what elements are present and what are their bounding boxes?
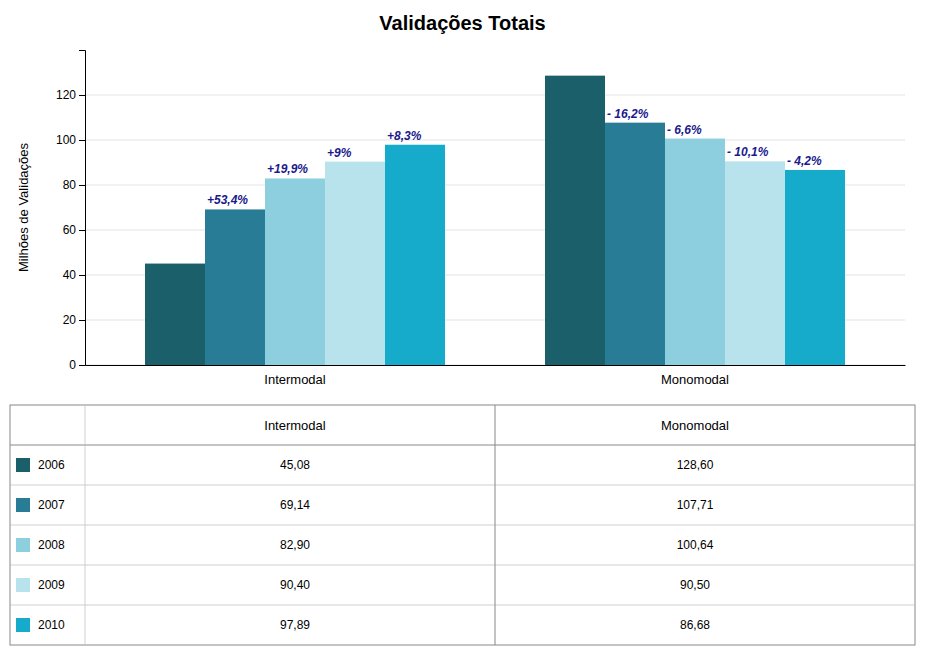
title: Validações Totais: [379, 12, 545, 34]
y-axis: 0 20 40 60 80 100 120: [56, 51, 86, 373]
bar-series: [145, 76, 605, 365]
table-rule: [10, 445, 915, 446]
table-rule: [10, 565, 915, 566]
x-axis: Intermodal Monomodal: [86, 366, 906, 388]
legend-label: 2007: [38, 498, 65, 512]
table-rule: [10, 525, 915, 526]
table-rule: [10, 605, 915, 606]
grid: [85, 95, 905, 365]
tick-label: 60: [63, 223, 77, 237]
legend-label: 2008: [38, 538, 65, 552]
data-label: 90,50: [680, 578, 710, 592]
axis-line: [86, 365, 906, 366]
table-rule: [495, 405, 496, 645]
tick: 20: [63, 313, 85, 327]
tick-mark: [79, 365, 85, 366]
data-label: 100,64: [677, 538, 714, 552]
data-label: 86,68: [680, 618, 710, 632]
table-rule: [85, 405, 86, 645]
table-rule: [10, 485, 915, 486]
axis-line: [79, 51, 86, 366]
bar: [545, 76, 605, 365]
legend-swatch: [16, 538, 30, 552]
legend-swatch: [16, 578, 30, 592]
bars: [145, 76, 845, 365]
tick-mark: [79, 320, 85, 321]
y-axis-title: Milhões de Validações: [16, 142, 31, 272]
tick-label: 120: [56, 88, 76, 102]
tick-label: 100: [56, 133, 76, 147]
grid-line: [85, 95, 905, 96]
bar: [145, 264, 205, 365]
data-label: 128,60: [677, 458, 714, 472]
annotation: +8,3%: [387, 129, 422, 143]
data-label: 90,40: [280, 578, 310, 592]
table-border: [10, 405, 915, 645]
tick: Intermodal: [264, 372, 326, 387]
tick: 100: [56, 133, 85, 147]
legend-label: 2009: [38, 578, 65, 592]
data-label: 69,14: [280, 498, 310, 512]
legend-swatch: [16, 498, 30, 512]
tick-label: 40: [63, 268, 77, 282]
tick-mark: [79, 185, 85, 186]
tick: 0: [69, 358, 85, 372]
bar: [665, 139, 725, 365]
tick-label: 0: [69, 358, 76, 372]
annotation: - 4,2%: [787, 154, 822, 168]
tick-label: Monomodal: [661, 372, 729, 387]
bar: [205, 209, 265, 365]
grid-line: [85, 140, 905, 141]
tick-label: 20: [63, 313, 77, 327]
chart: Validações Totais 0 20 40 60 80 100 120 Intermod…: [0, 0, 925, 655]
tick: Monomodal: [661, 372, 729, 387]
annotation: - 16,2%: [607, 107, 649, 121]
bar-series: [265, 139, 725, 365]
annotations: +53,4% +19,9% +9% +8,3% - 16,2% - 6,6% - 10,1%…: [207, 107, 822, 208]
bar: [385, 145, 445, 365]
annotation: +53,4%: [207, 193, 248, 207]
annotation: +19,9%: [267, 162, 308, 176]
tick-mark: [79, 230, 85, 231]
data-label: 97,89: [280, 618, 310, 632]
data-table: Intermodal Monomodal 2006 45,08 128,60 2007 69…: [10, 405, 915, 645]
tick: 60: [63, 223, 85, 237]
tick-mark: [79, 140, 85, 141]
bar: [605, 123, 665, 365]
legend-swatch: [16, 458, 30, 472]
tick-mark: [79, 275, 85, 276]
tick-mark: [79, 95, 85, 96]
data-label: 45,08: [280, 458, 310, 472]
bar-series: [385, 145, 845, 365]
data-label: 82,90: [280, 538, 310, 552]
data-label: 107,71: [677, 498, 714, 512]
bar-series: [205, 123, 665, 365]
annotation: - 10,1%: [727, 145, 769, 159]
table-header: Monomodal: [661, 418, 729, 433]
tick-label: 80: [63, 178, 77, 192]
table-header: Intermodal: [264, 418, 326, 433]
tick-label: Intermodal: [264, 372, 326, 387]
annotation: +9%: [327, 146, 352, 160]
tick: 80: [63, 178, 85, 192]
legend-swatch: [16, 618, 30, 632]
annotation: - 6,6%: [667, 123, 702, 137]
legend-label: 2010: [38, 618, 65, 632]
bar: [265, 178, 325, 365]
tick: 40: [63, 268, 85, 282]
bar: [725, 161, 785, 365]
tick: 120: [56, 88, 85, 102]
bar: [785, 170, 845, 365]
legend-label: 2006: [38, 458, 65, 472]
bar: [325, 162, 385, 365]
